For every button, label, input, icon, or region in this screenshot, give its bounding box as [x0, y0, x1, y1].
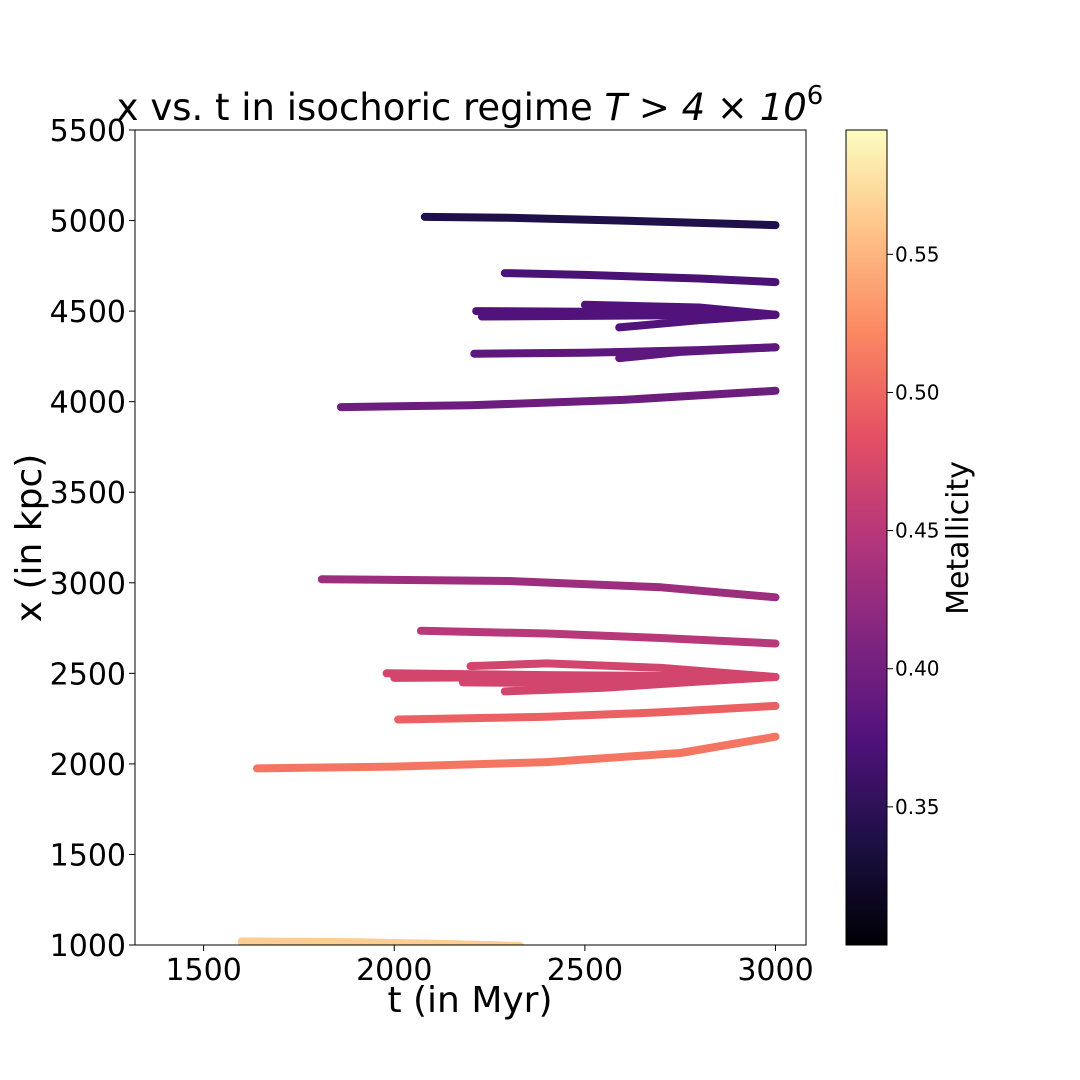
y-tick-label: 1000 — [50, 929, 126, 964]
title-exponent: 6 — [807, 81, 824, 111]
y-tick-label: 1500 — [50, 838, 126, 873]
series-6 — [615, 310, 780, 332]
series-11 — [416, 626, 780, 648]
y-axis: 1000 1500 2000 2500 3000 3500 4000 4500 5000 5500 — [50, 114, 135, 964]
x-tick-label: 2500 — [547, 953, 623, 988]
series-layer — [237, 212, 780, 945]
series-2 — [500, 269, 780, 287]
x-tick-label: 2000 — [356, 953, 432, 988]
series-9 — [336, 386, 780, 412]
title-math: T > 4 × 10 — [605, 86, 807, 129]
colorbar-tick-label: 0.40 — [895, 657, 940, 681]
series-12 — [466, 659, 780, 681]
x-tick-label: 3000 — [737, 953, 813, 988]
series-18 — [253, 732, 780, 773]
series-19 — [237, 937, 524, 945]
series-5 — [580, 300, 780, 319]
y-tick-label: 5500 — [50, 114, 126, 149]
x-tick-label: 1500 — [165, 953, 241, 988]
series-17 — [394, 701, 780, 724]
colorbar-tick-label: 0.50 — [895, 380, 940, 404]
plot-area — [135, 130, 806, 945]
chart-title: x vs. t in isochoric regime T > 4 × 106 — [117, 81, 824, 129]
y-tick-label: 3000 — [50, 567, 126, 602]
colorbar-tick-label: 0.45 — [895, 519, 940, 543]
x-axis-label: t (in Myr) — [387, 980, 552, 1021]
y-tick-label: 2000 — [50, 748, 126, 783]
series-1 — [420, 212, 780, 230]
x-axis: 1500 2000 2500 3000 — [165, 945, 814, 988]
y-tick-label: 4000 — [50, 386, 126, 421]
colorbar-label: Metallicity — [941, 461, 976, 615]
y-axis-label: x (in kpc) — [9, 454, 50, 623]
y-tick-label: 5000 — [50, 205, 126, 240]
colorbar-tick-label: 0.35 — [895, 795, 940, 819]
colorbar-tick-label: 0.55 — [895, 242, 940, 266]
colorbar — [845, 129, 888, 946]
y-tick-label: 2500 — [50, 657, 126, 692]
series-16 — [500, 673, 780, 696]
series-10 — [317, 575, 780, 602]
y-tick-label: 3500 — [50, 476, 126, 511]
y-tick-label: 4500 — [50, 295, 126, 330]
colorbar-axis: 0.35 0.40 0.45 0.50 0.55 — [887, 242, 940, 819]
plot-frame — [134, 129, 807, 946]
series-8 — [615, 343, 780, 363]
